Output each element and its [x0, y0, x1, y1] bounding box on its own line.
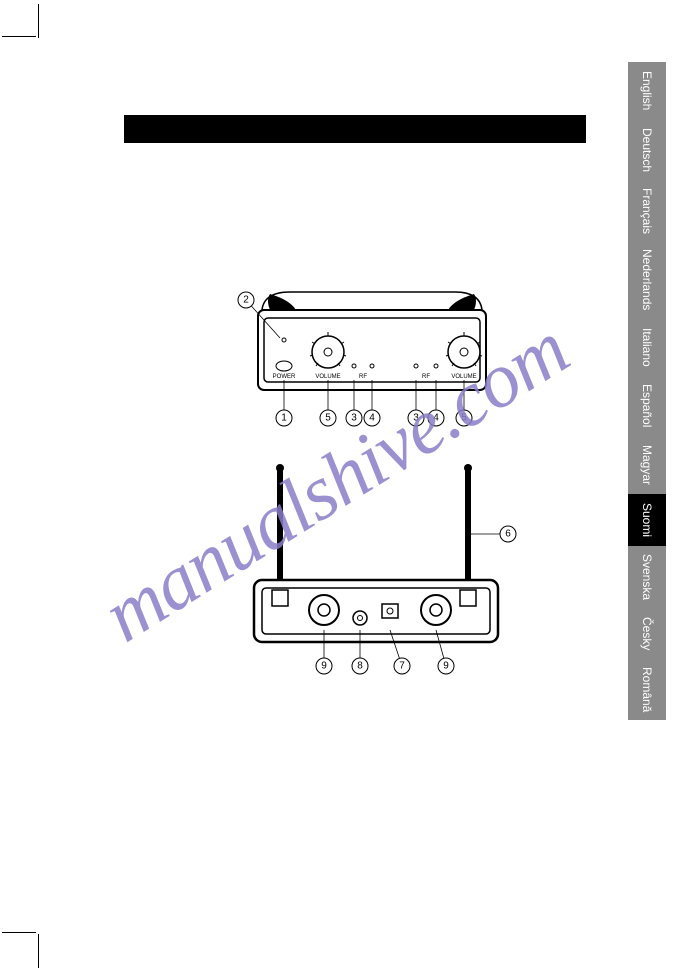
lang-tab-english[interactable]: English — [628, 62, 666, 120]
label-volume-r: VOLUME — [451, 374, 476, 380]
callout-number: 5 — [325, 413, 331, 424]
callout-number: 6 — [505, 529, 511, 540]
lang-tab-nederlands[interactable]: Nederlands — [628, 242, 666, 318]
callout-number: 9 — [443, 661, 449, 672]
language-tab-strip: EnglishDeutschFrançaisNederlandsItaliano… — [628, 62, 666, 720]
callout-number: 7 — [399, 661, 405, 672]
label-volume-l: VOLUME — [315, 374, 340, 380]
callout-number: 4 — [369, 413, 375, 424]
lang-tab-español[interactable]: Español — [628, 376, 666, 436]
callout-number: 9 — [321, 661, 327, 672]
callout-number: 8 — [357, 661, 363, 672]
label-rf-r: RF — [422, 374, 430, 380]
lang-tab-česky[interactable]: Česky — [628, 608, 666, 660]
lang-tab-magyar[interactable]: Magyar — [628, 436, 666, 494]
lang-tab-svenska[interactable]: Svenska — [628, 546, 666, 608]
callout-number: 1 — [281, 413, 287, 424]
figure-front-view: POWER VOLUME RF RF VOLUME 21534345 — [220, 270, 510, 420]
lang-tab-suomi[interactable]: Suomi — [628, 494, 666, 546]
page-content: POWER VOLUME RF RF VOLUME 2 1 5 3 4 3 4 5 — [60, 60, 610, 900]
label-power: POWER — [273, 374, 296, 380]
figure-rear-view: 6 9 8 7 9 — [220, 450, 510, 670]
title-bar — [124, 115, 586, 143]
lang-tab-deutsch[interactable]: Deutsch — [628, 120, 666, 180]
callout-number: 3 — [413, 413, 419, 424]
callout-number: 2 — [243, 295, 249, 306]
lang-tab-română[interactable]: Română — [628, 660, 666, 720]
callout-number: 4 — [433, 413, 439, 424]
callout-number: 5 — [461, 413, 467, 424]
label-rf-l: RF — [359, 374, 367, 380]
lang-tab-italiano[interactable]: Italiano — [628, 318, 666, 376]
lang-tab-français[interactable]: Français — [628, 180, 666, 242]
callout-number: 3 — [351, 413, 357, 424]
